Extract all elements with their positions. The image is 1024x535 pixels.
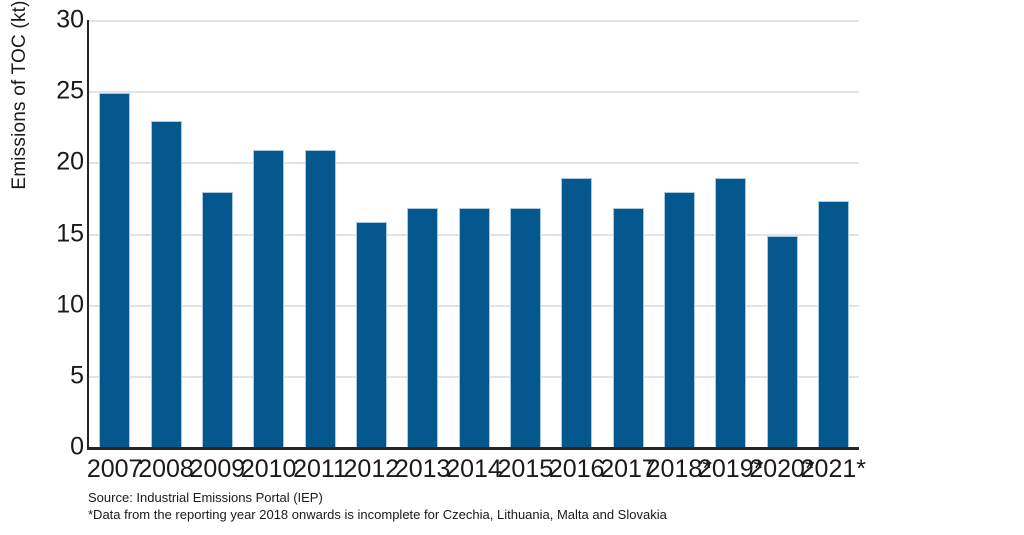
- x-tick-label-2008: 2008: [138, 455, 194, 483]
- x-tick-label-2021: 2021*: [800, 455, 867, 483]
- y-axis-line: [87, 20, 89, 450]
- x-tick-label-2018: 2018*: [646, 455, 713, 483]
- gridline-30: [89, 20, 859, 22]
- bar-2020: [766, 236, 798, 447]
- plot-area: [87, 20, 859, 450]
- bar-2016: [561, 178, 593, 447]
- bar-2014: [458, 207, 490, 447]
- x-tick-label-2020: 2020*: [749, 455, 815, 483]
- y-tick-label-25: 25: [56, 76, 84, 105]
- bar-2007: [99, 92, 131, 447]
- bar-2018: [663, 192, 695, 447]
- bar-2011: [304, 149, 336, 447]
- x-tick-label-2010: 2010: [240, 455, 297, 483]
- x-tick-label-2013: 2013: [394, 455, 451, 483]
- asterisk-note: *Data from the reporting year 2018 onwar…: [88, 507, 667, 522]
- bar-2009: [201, 192, 233, 447]
- y-tick-label-15: 15: [56, 219, 84, 247]
- bar-2013: [407, 207, 439, 447]
- gridline-20: [89, 162, 859, 165]
- x-tick-label-2017: 2017: [600, 455, 656, 483]
- y-tick-label-20: 20: [56, 147, 84, 176]
- x-tick-label-2016: 2016: [548, 455, 605, 483]
- bar-2015: [509, 207, 541, 447]
- bar-2017: [612, 207, 644, 447]
- bar-2021: [817, 200, 849, 447]
- source-note: Source: Industrial Emissions Portal (IEP…: [88, 490, 323, 505]
- y-axis-tick-labels: 0 5 10 15 20 25 30: [0, 0, 84, 535]
- x-tick-label-2009: 2009: [189, 455, 246, 483]
- gridline-25: [89, 91, 859, 94]
- x-tick-label-2014: 2014: [446, 455, 502, 483]
- bar-2012: [355, 222, 387, 447]
- y-tick-label-0: 0: [70, 432, 84, 461]
- y-tick-label-5: 5: [70, 361, 84, 390]
- y-tick-label-30: 30: [56, 5, 84, 34]
- x-tick-label-2011: 2011: [293, 455, 347, 483]
- chart-footer: Source: Industrial Emissions Portal (IEP…: [88, 489, 667, 523]
- x-tick-label-2012: 2012: [343, 455, 400, 483]
- bar-2008: [150, 121, 182, 447]
- y-tick-label-10: 10: [56, 290, 84, 319]
- x-axis-line: [87, 447, 859, 450]
- bar-2019: [715, 178, 747, 447]
- x-tick-label-2019: 2019*: [697, 455, 764, 483]
- x-tick-label-2007: 2007: [86, 455, 143, 483]
- x-tick-label-2015: 2015: [497, 455, 554, 483]
- bar-2010: [253, 149, 285, 447]
